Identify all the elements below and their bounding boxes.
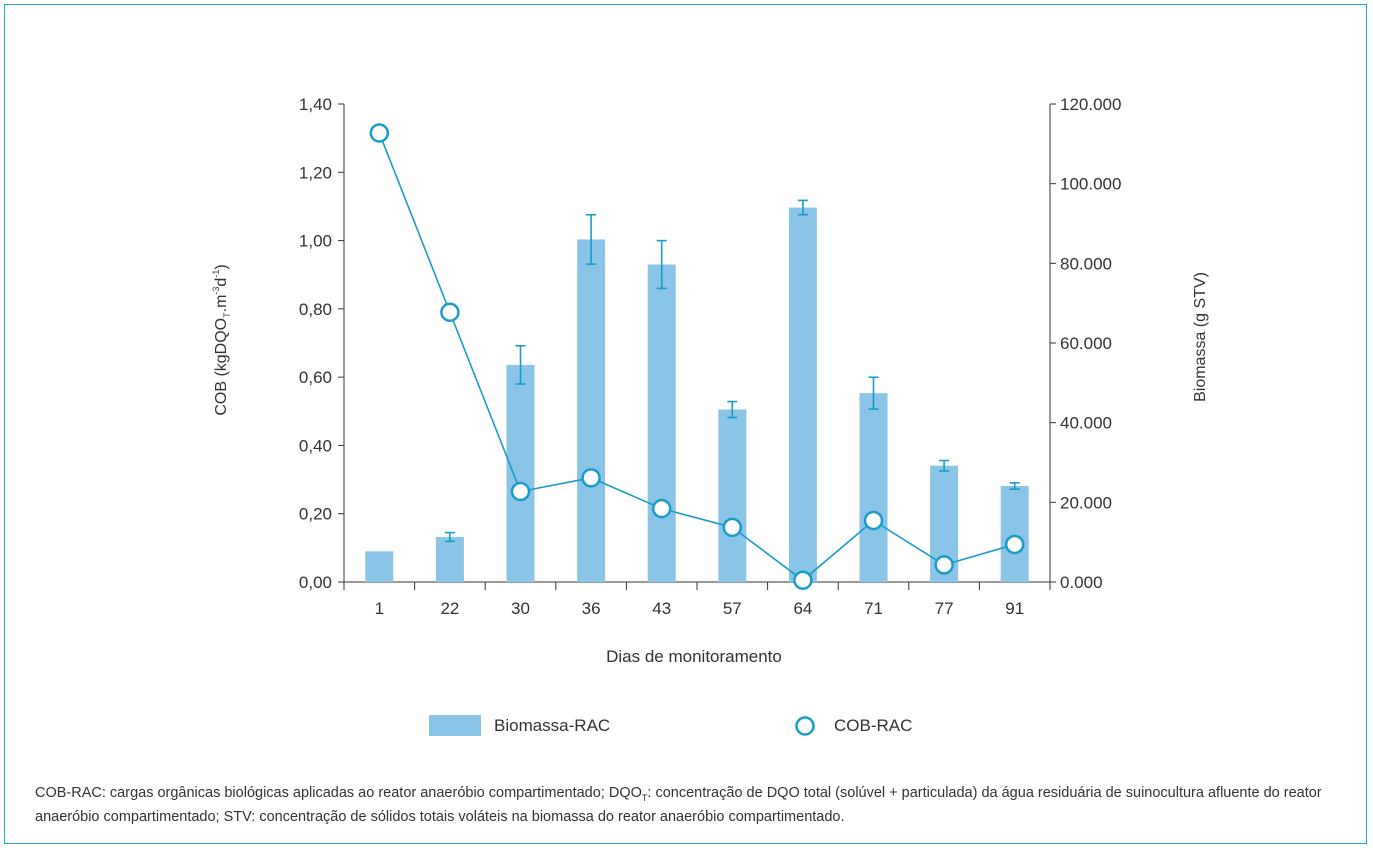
cob-point	[651, 498, 672, 519]
x-axis-ticks: 1 22 30 36 43 57 64 71 77 91	[343, 582, 1051, 618]
right-tick-label: 20.000	[1060, 493, 1112, 512]
legend: Biomassa-RAC COB-RAC	[429, 715, 912, 736]
cob-point	[934, 555, 954, 575]
biomassa-bar	[435, 536, 464, 582]
x-tick-label: 43	[652, 599, 671, 618]
x-tick-label: 30	[511, 599, 530, 618]
error-bar	[868, 376, 879, 410]
cob-point	[863, 510, 884, 531]
legend-label-biomassa: Biomassa-RAC	[494, 716, 610, 735]
left-tick-label: 0,20	[299, 505, 332, 524]
right-tick-label: 80.000	[1060, 254, 1112, 273]
left-tick-label: 0,60	[299, 368, 332, 387]
left-tick-label: 0,40	[299, 436, 332, 455]
right-tick-label: 60.000	[1060, 334, 1112, 353]
biomassa-bar	[788, 207, 817, 583]
biomassa-error-bars	[444, 199, 1020, 543]
x-tick-label: 1	[375, 599, 384, 618]
biomassa-bar	[718, 409, 747, 582]
error-bar	[727, 400, 738, 419]
left-axis-ticks: 0,00 0,20 0,40 0,60 0,80 1,00 1,20 1,40	[299, 95, 344, 592]
cob-line	[378, 132, 1015, 582]
biomassa-bar	[647, 264, 676, 582]
y-axis-label-left: COB (kgDQOT.m-3d-1)	[211, 264, 232, 415]
error-bar	[586, 213, 597, 265]
x-tick-label: 77	[935, 599, 954, 618]
left-tick-label: 0,80	[299, 300, 332, 319]
right-tick-label: 120.000	[1060, 95, 1121, 114]
y-axis-label-right: Biomassa (g STV)	[1192, 272, 1209, 402]
error-bar	[1009, 482, 1020, 490]
legend-swatch-biomassa	[429, 715, 481, 736]
legend-marker-cob	[795, 716, 815, 736]
x-axis-label: Dias de monitoramento	[606, 647, 782, 666]
right-tick-label: 0.000	[1060, 573, 1103, 592]
cob-point	[440, 302, 460, 323]
left-tick-label: 1,00	[299, 232, 332, 251]
cob-point	[581, 468, 601, 488]
left-tick-label: 1,40	[299, 95, 332, 114]
cob-point	[722, 517, 743, 538]
figure-caption: COB-RAC: cargas orgânicas biológicas apl…	[35, 785, 1322, 825]
error-bar	[797, 199, 808, 216]
cob-point	[369, 123, 390, 143]
cob-point	[1004, 534, 1025, 555]
biomassa-bar	[1000, 486, 1029, 582]
left-tick-label: 0,00	[299, 573, 332, 592]
right-tick-label: 100.000	[1060, 175, 1121, 194]
legend-label-cob: COB-RAC	[834, 716, 912, 735]
x-tick-label: 57	[723, 599, 742, 618]
error-bar	[656, 239, 667, 290]
cob-point	[510, 481, 531, 502]
right-axis-ticks: 0.000 20.000 40.000 60.000 80.000 100.000 120.…	[1050, 95, 1121, 592]
right-tick-label: 40.000	[1060, 414, 1112, 433]
x-tick-label: 91	[1005, 599, 1024, 618]
x-tick-label: 64	[793, 599, 812, 618]
x-tick-label: 71	[864, 599, 883, 618]
error-bar	[515, 344, 526, 385]
plot-area: 0,00 0,20 0,40 0,60 0,80 1,00 1,20 1,40 0.000 20…	[299, 95, 1122, 618]
cob-point	[793, 570, 813, 591]
x-tick-label: 36	[582, 599, 601, 618]
cob-line-series	[369, 123, 1025, 591]
biomassa-bars	[365, 207, 1029, 583]
left-tick-label: 1,20	[299, 163, 332, 182]
figure-frame	[4, 4, 1367, 844]
biomassa-bar	[577, 239, 606, 582]
error-bar	[444, 531, 455, 543]
biomassa-bar	[859, 393, 888, 582]
biomassa-bar	[506, 364, 535, 582]
error-bar	[939, 459, 950, 472]
x-tick-label: 22	[440, 599, 459, 618]
biomassa-bar	[365, 551, 394, 582]
